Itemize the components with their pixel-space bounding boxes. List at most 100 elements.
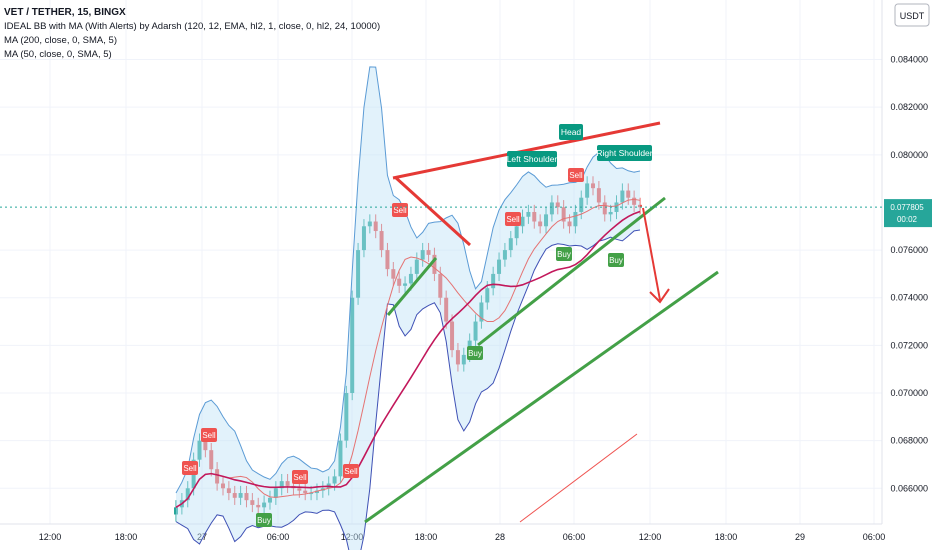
candle-body [273, 488, 278, 498]
candle-body [356, 250, 361, 298]
candle-body [379, 231, 384, 251]
sell-signal-box [292, 470, 308, 484]
candle-body [367, 221, 372, 227]
candle-body [544, 214, 549, 227]
candle-body [215, 469, 220, 484]
time-tick-label: 18:00 [115, 532, 138, 542]
candle-body [338, 440, 343, 477]
countdown-text: 00:02 [897, 215, 918, 224]
candle-body [432, 254, 437, 274]
bollinger-band-fill [176, 66, 640, 550]
candle-body [408, 273, 413, 284]
candle-body [232, 493, 237, 498]
buy-signal-text: Buy [468, 349, 482, 358]
buy-signal-text: Buy [257, 516, 271, 525]
candle-body [203, 440, 208, 451]
sell-signal-box [392, 203, 408, 217]
candle-body [361, 226, 366, 251]
candle-body [185, 488, 190, 501]
price-tick-label: 0.074000 [890, 293, 928, 303]
legend-indicator-bb: IDEAL BB with MA (With Alerts) by Adarsh… [4, 21, 381, 32]
candle-body [391, 269, 396, 279]
buy-signal-box [556, 247, 572, 261]
candle-body [461, 354, 466, 365]
chart-legend: VET / TETHER, 15, BINGX IDEAL BB with MA… [4, 6, 380, 62]
trend-up-green-left [386, 257, 438, 316]
sell-signal-box [343, 464, 359, 478]
candle-body [297, 488, 302, 491]
support-trendline [477, 196, 666, 347]
time-tick-label: 27 [197, 532, 207, 542]
candle-body [497, 259, 502, 274]
candle-body [491, 273, 496, 289]
candle-body [632, 197, 637, 205]
candle-body [426, 250, 431, 255]
candle-body [332, 476, 337, 484]
candle-body [220, 483, 225, 489]
candle-body [403, 283, 408, 286]
buy-signal-box [608, 253, 624, 267]
time-tick-label: 12:00 [341, 532, 364, 542]
last-price-text: 0.077805 [890, 203, 924, 212]
candle-body [279, 481, 284, 489]
time-tick-label: 18:00 [415, 532, 438, 542]
candle-body [514, 226, 519, 239]
time-tick-label: 06:00 [863, 532, 886, 542]
candle-body [549, 202, 554, 215]
candle-body [508, 238, 513, 251]
candle-body [638, 204, 642, 208]
sell-signal-box [568, 168, 584, 182]
long-trendline [364, 270, 719, 524]
annotation-left-shoulder-text: Left Shoulder [507, 154, 558, 164]
price-tick-label: 0.068000 [890, 436, 928, 446]
candle-body [373, 221, 378, 232]
candle-body [602, 202, 607, 215]
candle-body [626, 190, 631, 198]
candle-body [385, 250, 390, 270]
candle-body [620, 190, 625, 203]
candle-body [414, 259, 419, 274]
time-tick-label: 29 [795, 532, 805, 542]
candle-body [579, 197, 584, 212]
candle-body [591, 183, 596, 189]
sell-signal-text: Sell [393, 206, 407, 215]
price-tick-label: 0.080000 [890, 150, 928, 160]
candle-body [303, 490, 308, 494]
candle-body [502, 250, 507, 260]
candle-body [226, 488, 231, 494]
candle-body [256, 504, 261, 508]
candle-body [520, 216, 525, 227]
sell-signal-text: Sell [293, 473, 307, 482]
sell-signal-text: Sell [344, 467, 358, 476]
candle-body [350, 297, 355, 393]
buy-signal-text: Buy [557, 250, 571, 259]
sell-signal-text: Sell [183, 464, 197, 473]
candle-body [555, 202, 560, 208]
buy-signal-box [256, 513, 272, 527]
candle-body [538, 221, 543, 227]
price-tick-label: 0.076000 [890, 245, 928, 255]
time-tick-label: 06:00 [563, 532, 586, 542]
unit-badge [894, 3, 930, 27]
price-tick-label: 0.066000 [890, 483, 928, 493]
last-price-tag [884, 199, 932, 228]
annotation-right-shoulder-text: Right Shoulder [596, 148, 652, 158]
legend-title: VET / TETHER, 15, BINGX [4, 7, 126, 18]
candle-body [532, 211, 537, 222]
ma200-line [175, 210, 641, 509]
candle-body [397, 278, 402, 286]
price-tick-label: 0.070000 [890, 388, 928, 398]
candle-body [608, 211, 613, 215]
legend-indicator-ma50: MA (50, close, 0, SMA, 5) [4, 49, 112, 60]
price-tick-label: 0.082000 [890, 102, 928, 112]
sell-signal-text: Sell [202, 431, 216, 440]
ma50-line [175, 198, 641, 508]
candle-body [473, 321, 478, 341]
candle-body [209, 450, 214, 470]
forecast-arrow-shaft [642, 207, 661, 301]
candle-body [344, 393, 349, 441]
bollinger-lower [175, 229, 641, 550]
sell-signal-box [201, 428, 217, 442]
sell-signal-text: Sell [506, 215, 520, 224]
